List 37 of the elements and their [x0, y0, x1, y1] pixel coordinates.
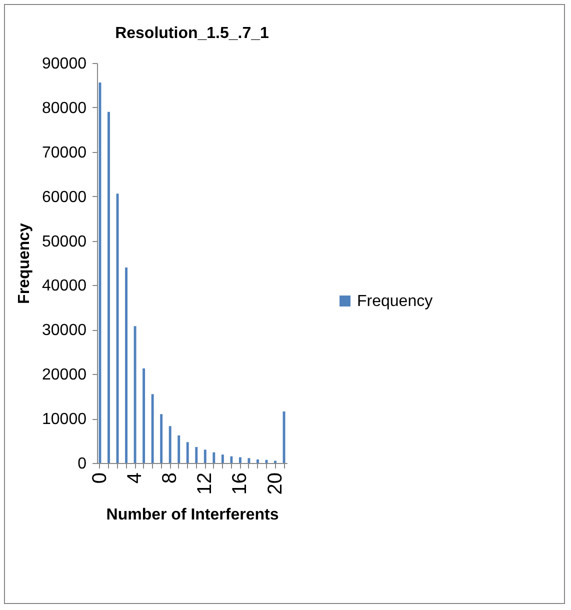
x-tick-label: 8 — [159, 472, 182, 484]
bar — [178, 435, 180, 463]
y-tick-label: 30000 — [42, 322, 87, 340]
bar — [151, 394, 154, 463]
y-axis-title: Frequency — [16, 222, 34, 304]
x-tick-label: 12 — [194, 472, 216, 495]
y-tick-label: 40000 — [42, 278, 87, 295]
x-tick-label: 4 — [124, 472, 146, 484]
bar — [248, 458, 250, 463]
x-tick-label: 20 — [264, 472, 286, 495]
y-tick-label: 10000 — [42, 411, 87, 428]
bar — [221, 454, 224, 463]
y-tick-label: 60000 — [42, 188, 87, 206]
legend-label: Frequency — [357, 293, 433, 310]
bar — [142, 368, 146, 463]
bar — [186, 442, 189, 463]
y-tick-label: 90000 — [42, 56, 87, 72]
y-tick-label: 0 — [78, 456, 87, 472]
bar — [230, 456, 233, 463]
bar — [168, 426, 172, 463]
bar — [212, 452, 216, 463]
x-tick-label: 0 — [88, 472, 111, 484]
bar — [195, 447, 198, 463]
bar — [134, 326, 136, 463]
y-tick-label: 70000 — [42, 144, 87, 162]
bar — [160, 414, 163, 463]
x-tick-label: 16 — [229, 472, 252, 495]
bar — [108, 112, 110, 463]
bar — [256, 459, 259, 463]
x-axis-title: Number of Interferents — [106, 506, 279, 524]
bar — [125, 267, 128, 463]
y-tick-label: 50000 — [42, 233, 87, 250]
y-tick-label: 80000 — [42, 100, 87, 117]
chart-title: Resolution_1.5_.7_1 — [115, 25, 270, 42]
bar — [204, 450, 206, 463]
y-tick-label: 20000 — [42, 366, 87, 384]
bar — [238, 457, 242, 463]
